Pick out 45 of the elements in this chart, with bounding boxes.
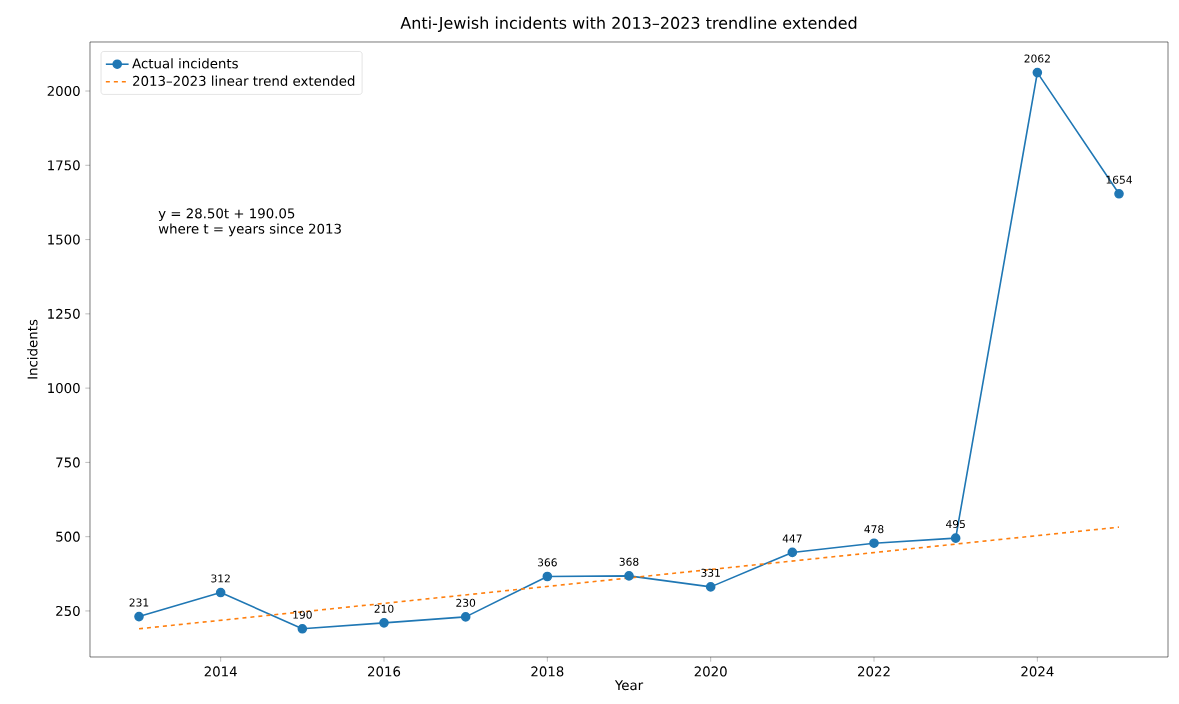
x-tick-label: 2018 bbox=[531, 666, 564, 677]
point bbox=[869, 538, 879, 549]
data-label: 230 bbox=[456, 598, 476, 607]
point bbox=[542, 571, 553, 582]
data-label: 2062 bbox=[1024, 54, 1050, 63]
y-tick-label: 250 bbox=[56, 605, 80, 616]
data-label: 478 bbox=[864, 525, 884, 534]
x-tick-label: 2022 bbox=[858, 666, 890, 677]
point bbox=[379, 618, 389, 628]
point bbox=[215, 587, 226, 598]
point bbox=[460, 612, 471, 622]
point bbox=[787, 547, 798, 558]
data-label: 366 bbox=[537, 558, 557, 567]
y-tick-label: 1750 bbox=[48, 160, 80, 171]
point bbox=[1114, 189, 1124, 199]
y-axis-title: Incidents bbox=[27, 319, 38, 379]
annotation: y = 28.50t + 190.05 bbox=[158, 208, 295, 221]
point bbox=[624, 571, 634, 581]
data-label: 210 bbox=[374, 604, 394, 613]
y-tick-label: 2000 bbox=[47, 85, 80, 97]
x-tick-label: 2014 bbox=[204, 666, 237, 677]
x-tick-label: 2024 bbox=[1021, 666, 1054, 677]
y-tick-label: 750 bbox=[56, 457, 80, 468]
y-tick-label: 1000 bbox=[48, 383, 80, 394]
data-label: 312 bbox=[211, 574, 230, 583]
point bbox=[950, 533, 961, 543]
y-tick-label: 1250 bbox=[48, 308, 80, 319]
data-label: 368 bbox=[619, 557, 639, 566]
data-label: 231 bbox=[129, 598, 149, 607]
point bbox=[1032, 67, 1043, 78]
y-tick-label: 500 bbox=[56, 531, 80, 542]
data-label: 331 bbox=[701, 568, 720, 577]
legend-label: 2013–2023 linear trend extended bbox=[133, 75, 355, 86]
x-tick-label: 2020 bbox=[694, 666, 727, 677]
x-tick-label: 2016 bbox=[368, 666, 401, 677]
data-label: 447 bbox=[782, 534, 802, 543]
x-axis-title: Year bbox=[614, 680, 644, 691]
legend-label: Actual incidents bbox=[132, 58, 238, 69]
point bbox=[134, 611, 144, 622]
point bbox=[297, 623, 308, 634]
data-label: 190 bbox=[293, 610, 312, 619]
y-tick-label: 1500 bbox=[48, 234, 80, 245]
annotation: where t = years since 2013 bbox=[158, 223, 341, 237]
chart-title: Anti-Jewish incidents with 2013–2023 trendline extended bbox=[400, 16, 857, 32]
point bbox=[705, 582, 716, 592]
